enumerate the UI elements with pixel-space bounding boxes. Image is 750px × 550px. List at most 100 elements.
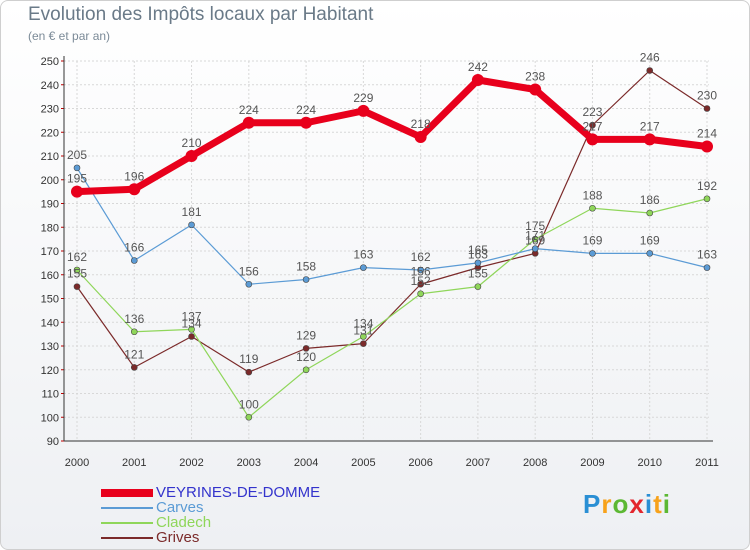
data-label: 224	[239, 103, 259, 117]
series-line-3	[76, 69, 708, 373]
data-point	[245, 413, 253, 421]
data-point	[188, 326, 195, 333]
y-tick-label: 120	[41, 365, 59, 377]
x-tick-label: 2005	[351, 457, 375, 469]
data-label: 242	[468, 60, 488, 74]
data-label: 134	[182, 317, 202, 331]
legend-label: Carves	[156, 499, 204, 516]
x-tick-label: 2001	[122, 457, 146, 469]
x-tick-label: 2002	[179, 457, 203, 469]
y-tick-label: 230	[41, 104, 59, 116]
legend: VEYRINES-DE-DOMME Carves Cladech Grives	[101, 485, 401, 545]
data-label: 155	[67, 267, 87, 281]
x-tick-label: 2010	[637, 457, 661, 469]
logo-letter: x	[629, 489, 645, 519]
logo-letter: i	[644, 489, 654, 519]
data-label: 100	[239, 397, 259, 411]
data-label: 230	[697, 89, 717, 103]
line-chart: 90 100 110 120 130 140 150 160 170 180 190 200 210 22…	[41, 51, 719, 470]
legend-label: Grives	[156, 529, 200, 546]
data-label: 163	[468, 248, 488, 262]
data-point	[703, 105, 711, 112]
x-tick-label: 2008	[523, 457, 547, 469]
data-label: 121	[124, 347, 144, 361]
data-label: 169	[640, 233, 660, 247]
data-label: 223	[582, 105, 602, 119]
data-label: 169	[525, 233, 545, 247]
data-point	[703, 195, 711, 203]
data-label: 134	[353, 317, 373, 331]
legend-swatch	[101, 489, 153, 497]
data-point	[357, 104, 370, 117]
data-label: 119	[239, 352, 258, 366]
chart-title: Evolution des Impôts locaux par Habitant	[28, 4, 374, 25]
data-point	[586, 133, 599, 146]
y-tick-label: 130	[41, 341, 59, 353]
data-point	[474, 283, 482, 290]
data-point	[130, 328, 138, 336]
data-point	[130, 257, 138, 264]
data-point	[73, 266, 81, 274]
data-point	[703, 264, 711, 271]
data-point	[130, 364, 138, 371]
data-label: 238	[525, 70, 545, 84]
x-tick-label: 2000	[65, 457, 89, 469]
data-point	[245, 280, 253, 288]
series-line-2	[76, 198, 708, 418]
chart-subtitle: (en € et par an)	[28, 29, 111, 43]
y-tick-label: 190	[41, 199, 59, 211]
data-label: 196	[124, 169, 144, 183]
data-label: 162	[411, 250, 431, 264]
data-point	[531, 245, 539, 252]
legend-entry: Cladech	[101, 515, 401, 530]
logo-letter: o	[612, 489, 630, 519]
data-label: 217	[582, 119, 602, 133]
data-point	[417, 280, 424, 288]
x-tick-label: 2009	[580, 457, 604, 469]
data-point	[531, 235, 539, 243]
data-label: 214	[697, 127, 717, 141]
y-tick-label: 220	[41, 127, 59, 139]
data-point	[302, 345, 310, 352]
data-label: 165	[468, 243, 488, 257]
y-tick-label: 200	[41, 175, 59, 187]
data-point	[589, 250, 596, 257]
data-point	[701, 140, 713, 153]
x-tick-label: 2006	[408, 457, 432, 469]
x-tick-label: 2007	[466, 457, 490, 469]
data-point	[589, 204, 596, 212]
data-point	[529, 83, 542, 96]
data-label: 181	[182, 205, 202, 219]
data-label: 155	[468, 267, 488, 281]
y-tick-label: 170	[41, 246, 59, 258]
data-point	[73, 283, 81, 290]
data-point	[646, 67, 654, 74]
data-label: 192	[697, 179, 717, 193]
data-point	[300, 116, 313, 129]
data-label: 217	[640, 119, 660, 133]
x-axis-ticks: 2000 2001 2002 2003 2004 2005 2006 2007 2008 2009…	[65, 457, 719, 469]
legend-label: Cladech	[156, 514, 212, 531]
data-label: 163	[697, 248, 717, 262]
data-point	[471, 74, 484, 86]
y-tick-label: 240	[41, 80, 59, 92]
data-point	[71, 185, 83, 198]
legend-swatch	[101, 522, 153, 524]
series-line-1	[76, 167, 708, 285]
data-point	[589, 121, 596, 129]
data-label: 210	[182, 136, 202, 150]
y-tick-label: 150	[41, 294, 59, 306]
data-label: 129	[296, 328, 316, 342]
legend-swatch	[101, 507, 153, 509]
data-point	[360, 340, 367, 347]
y-axis-ticks: 90 100 110 120 130 140 150 160 170 180 190 200 210 22…	[41, 56, 59, 448]
data-label: 229	[353, 91, 373, 105]
data-point	[128, 183, 141, 196]
y-tick-label: 180	[41, 222, 59, 234]
data-point	[302, 276, 310, 283]
proxiti-logo: Proxiti	[583, 489, 671, 520]
gridlines	[64, 60, 709, 442]
legend-entry: VEYRINES-DE-DOMME	[101, 485, 401, 500]
data-label: 188	[582, 188, 602, 202]
y-tick-label: 90	[47, 436, 59, 448]
